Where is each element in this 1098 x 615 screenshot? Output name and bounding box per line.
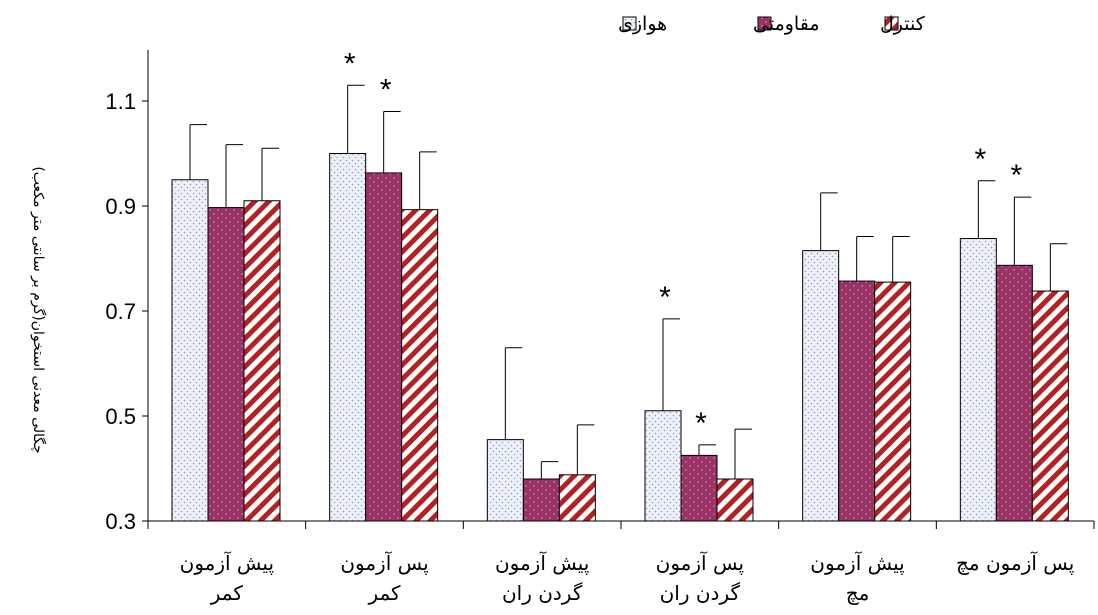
significance-markers: * * * * * * (344, 47, 1023, 440)
significance-star: * (659, 281, 671, 314)
error-bars (189, 84, 1068, 479)
bar (1031, 290, 1069, 522)
bar (171, 179, 209, 522)
legend-swatch (757, 16, 772, 31)
bar (207, 207, 245, 522)
significance-star: * (974, 143, 986, 176)
bar (874, 281, 912, 522)
x-category-label: پس آزمون (340, 550, 428, 576)
legend: هوازی مقاومتی کنترل (618, 13, 926, 35)
significance-star: * (1010, 159, 1022, 192)
x-category-label: کمر (367, 581, 401, 605)
bar (680, 454, 718, 522)
bar (716, 478, 754, 522)
legend-swatch (622, 16, 637, 31)
y-tick-label: 0.9 (105, 194, 136, 219)
bar (329, 153, 367, 522)
x-category-label: پس آزمون مچ (956, 550, 1074, 576)
bar (995, 264, 1033, 522)
bar (959, 238, 997, 522)
bars (171, 153, 1069, 522)
x-category-label: پس آزمون (656, 550, 744, 576)
bar (401, 209, 439, 522)
x-category-label: پیش آزمون (810, 550, 904, 576)
significance-star: * (344, 47, 356, 80)
x-tick-labels: پیش آزمون کمر پس آزمون کمر پیش آزمون گردن ران… (180, 550, 1075, 605)
y-tick-label: 1.1 (105, 89, 136, 114)
y-tick-label: 0.7 (105, 299, 136, 324)
legend-label: هوازی (618, 13, 667, 35)
bar (838, 280, 876, 522)
bar (558, 474, 596, 522)
bar (644, 410, 682, 522)
x-category-label: گردن ران (502, 581, 583, 605)
bar (486, 439, 524, 522)
axes: 0.3 0.5 0.7 0.9 1.1 (105, 50, 1095, 534)
bar (243, 200, 281, 522)
y-tick-label: 0.5 (105, 404, 136, 429)
legend-label: کنترل (880, 13, 926, 35)
bar (802, 250, 840, 522)
significance-star: * (380, 74, 392, 107)
x-category-label: پیش آزمون (495, 550, 589, 576)
legend-swatch (884, 16, 899, 31)
significance-star: * (695, 407, 707, 440)
x-category-label: گردن ران (660, 581, 741, 605)
y-tick-label: 0.3 (105, 509, 136, 534)
bar (365, 172, 403, 522)
x-category-label: مچ (846, 581, 870, 605)
x-category-label: کمر (210, 581, 244, 605)
x-category-label: پیش آزمون (180, 550, 274, 576)
bar (522, 478, 560, 522)
y-axis-label: چگالی معدنی استخوان(گرم بر سانتی متر مکع… (30, 166, 47, 453)
legend-label: مقاومتی (753, 13, 820, 35)
